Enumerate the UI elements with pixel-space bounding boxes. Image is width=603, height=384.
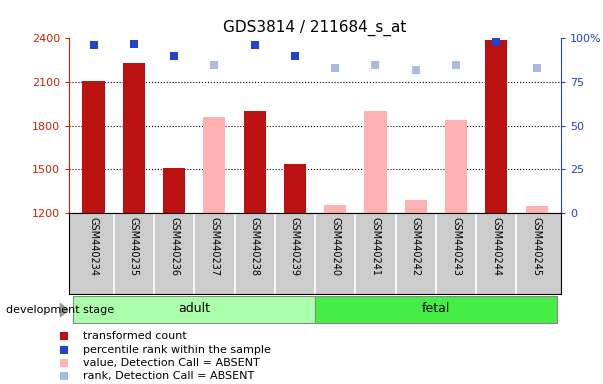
Bar	[203, 117, 226, 213]
Text: GSM440236: GSM440236	[169, 217, 179, 276]
Bar	[364, 111, 387, 213]
Text: GSM440239: GSM440239	[290, 217, 300, 276]
Text: adult: adult	[178, 303, 210, 315]
Bar	[244, 111, 266, 213]
Bar	[74, 296, 315, 323]
Bar	[445, 120, 467, 213]
Bar	[315, 296, 557, 323]
Text: rank, Detection Call = ABSENT: rank, Detection Call = ABSENT	[83, 371, 254, 381]
Text: GSM440240: GSM440240	[330, 217, 340, 276]
Text: transformed count: transformed count	[83, 331, 186, 341]
Text: GSM440245: GSM440245	[532, 217, 541, 276]
Bar	[324, 205, 346, 213]
Text: GSM440241: GSM440241	[370, 217, 380, 276]
Bar	[163, 168, 185, 213]
Text: GSM440242: GSM440242	[411, 217, 421, 276]
Bar	[83, 81, 104, 213]
Text: percentile rank within the sample: percentile rank within the sample	[83, 344, 271, 354]
Title: GDS3814 / 211684_s_at: GDS3814 / 211684_s_at	[223, 20, 407, 36]
Text: GSM440234: GSM440234	[89, 217, 98, 276]
Text: fetal: fetal	[421, 303, 450, 315]
Text: development stage: development stage	[6, 305, 114, 315]
Text: value, Detection Call = ABSENT: value, Detection Call = ABSENT	[83, 358, 259, 368]
Bar	[284, 164, 306, 213]
Bar	[405, 200, 427, 213]
Text: GSM440238: GSM440238	[250, 217, 260, 276]
Bar	[485, 40, 507, 213]
Polygon shape	[60, 303, 68, 317]
Bar	[123, 63, 145, 213]
Text: GSM440243: GSM440243	[451, 217, 461, 276]
Text: GSM440244: GSM440244	[491, 217, 501, 276]
Text: GSM440237: GSM440237	[209, 217, 219, 276]
Text: GSM440235: GSM440235	[129, 217, 139, 276]
Bar	[526, 206, 548, 213]
